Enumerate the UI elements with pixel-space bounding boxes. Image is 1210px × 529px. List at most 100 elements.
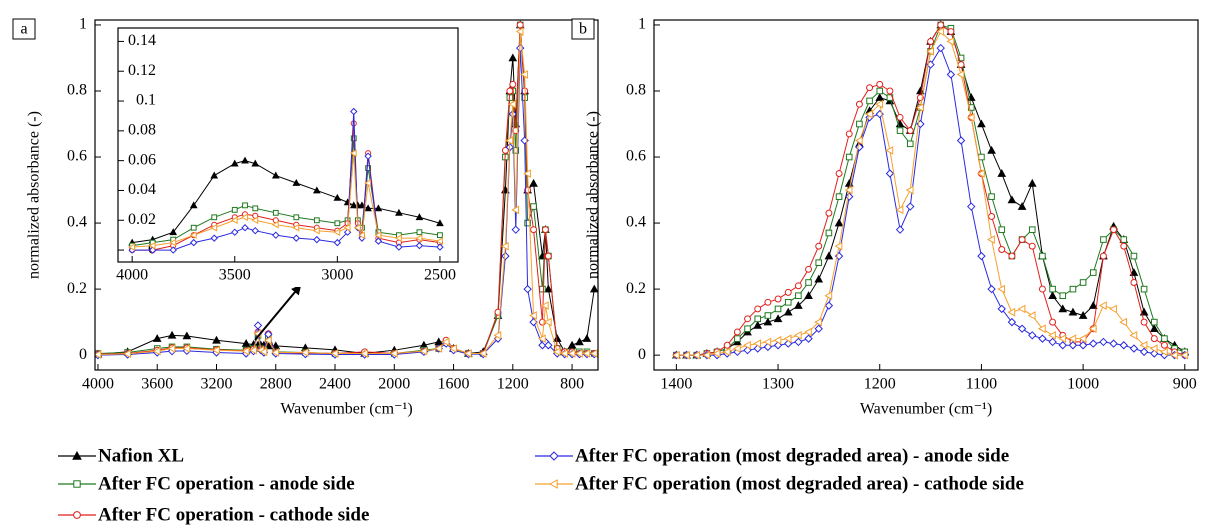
marker	[946, 70, 956, 79]
marker	[855, 100, 863, 108]
marker	[1058, 334, 1067, 343]
marker	[1068, 307, 1078, 316]
panel-label: b	[579, 21, 587, 38]
arrow	[254, 284, 302, 341]
marker	[1130, 279, 1138, 286]
marker	[241, 224, 249, 232]
marker	[511, 225, 520, 234]
marker	[1018, 236, 1026, 244]
marker	[272, 209, 279, 216]
x-tick-label: 1200	[864, 376, 896, 393]
marker	[1129, 268, 1139, 276]
marker	[834, 241, 843, 251]
marker	[783, 334, 792, 343]
marker	[1161, 335, 1168, 342]
marker	[834, 218, 844, 227]
marker	[976, 169, 985, 178]
marker	[350, 107, 358, 116]
marker	[886, 87, 894, 95]
marker	[478, 349, 487, 358]
marker	[773, 335, 782, 345]
marker	[350, 135, 357, 142]
marker	[230, 216, 238, 225]
plot-frame	[653, 19, 1199, 371]
marker	[1098, 301, 1107, 310]
y-tick-label: 0	[79, 346, 87, 363]
marker	[936, 27, 945, 36]
marker	[1078, 341, 1088, 350]
marker	[1110, 226, 1118, 234]
x-tick-label: 2000	[378, 376, 410, 393]
marker	[333, 228, 341, 237]
marker	[804, 334, 813, 343]
marker	[936, 43, 945, 53]
y-tick-label: 0.2	[626, 280, 646, 297]
marker	[926, 47, 934, 56]
y-tick-label: 0.04	[128, 181, 156, 198]
marker	[997, 169, 1007, 177]
x-tick-label: 900	[1173, 376, 1197, 393]
x-tick-label: 3000	[321, 267, 353, 284]
marker	[251, 159, 260, 167]
y-tick-label: 1	[638, 16, 646, 33]
marker	[169, 246, 177, 254]
marker	[437, 232, 443, 239]
marker	[1120, 242, 1128, 250]
marker	[589, 349, 598, 358]
marker	[189, 231, 197, 240]
marker	[529, 311, 537, 320]
marker	[1059, 292, 1067, 300]
marker	[764, 312, 772, 319]
marker	[589, 284, 598, 293]
marker	[334, 220, 341, 227]
x-tick-label: 4000	[116, 267, 148, 284]
marker	[997, 284, 1006, 294]
y-tick-label: 0.4	[626, 214, 646, 231]
marker	[1039, 252, 1046, 260]
marker	[357, 231, 365, 240]
marker	[544, 252, 552, 260]
marker	[169, 238, 177, 247]
marker	[512, 147, 520, 154]
marker	[773, 314, 783, 323]
marker	[212, 335, 221, 344]
y-tick-label: 0.06	[128, 151, 156, 168]
legend-label: Nafion XL	[98, 445, 184, 466]
marker	[966, 113, 975, 122]
marker	[189, 201, 198, 209]
marker	[211, 345, 220, 355]
marker	[754, 305, 762, 313]
marker	[509, 80, 517, 88]
marker	[692, 350, 701, 360]
legend-marker	[548, 479, 558, 489]
legend-marker	[72, 450, 82, 460]
marker	[1119, 317, 1128, 327]
marker	[734, 335, 741, 342]
marker	[723, 341, 731, 349]
marker	[1180, 350, 1189, 360]
marker	[343, 223, 351, 232]
marker	[977, 251, 986, 261]
marker	[436, 219, 444, 227]
marker	[1028, 331, 1037, 340]
marker	[1170, 350, 1178, 360]
marker	[815, 259, 823, 266]
marker	[508, 53, 518, 62]
marker	[241, 339, 251, 347]
marker	[906, 202, 915, 211]
legend-marker	[73, 511, 81, 519]
marker	[906, 127, 914, 135]
marker	[967, 202, 976, 211]
marker	[95, 350, 102, 359]
marker	[1159, 347, 1168, 357]
plot-frame	[117, 27, 459, 263]
marker	[956, 70, 965, 79]
y-tick-label: 0.6	[626, 148, 646, 165]
marker	[774, 295, 782, 303]
marker	[1008, 252, 1016, 260]
marker	[1120, 236, 1128, 243]
marker	[241, 346, 250, 356]
marker	[501, 146, 509, 154]
marker	[997, 304, 1006, 314]
marker	[211, 214, 218, 221]
